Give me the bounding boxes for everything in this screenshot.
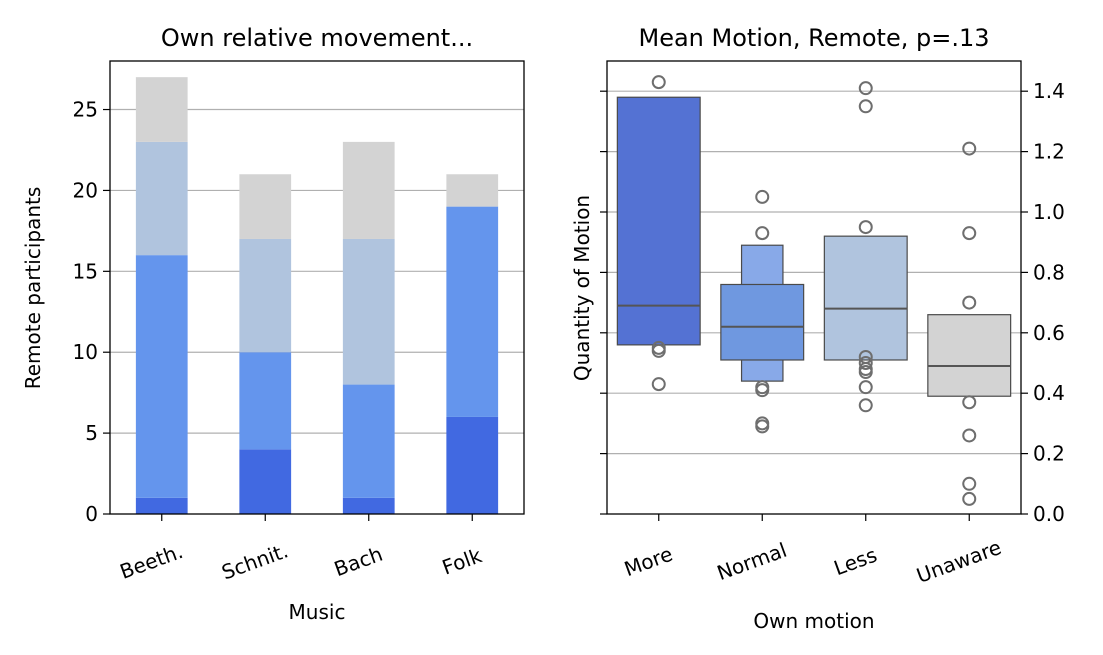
left-y-tick-label: 5	[85, 421, 98, 445]
left-y-tick-label: 0	[85, 502, 98, 526]
bar-segment	[342, 497, 395, 514]
outlier-point	[755, 383, 770, 398]
bar-segment	[239, 174, 292, 239]
bar-segment	[342, 141, 395, 239]
left-y-tick-label: 20	[73, 178, 98, 202]
left-x-ticks: Beeth. Schnit. Bach Folk	[117, 514, 485, 584]
right-boxes	[616, 75, 1012, 506]
left-y-tick-label: 25	[73, 98, 98, 122]
bar-segment	[135, 141, 188, 256]
left-bars	[135, 77, 499, 514]
left-x-axis-label: Music	[289, 600, 346, 624]
right-chart-title: Mean Motion, Remote, p=.13	[638, 24, 989, 52]
right-x-tick-label: Normal	[714, 538, 790, 585]
outlier-point	[755, 226, 770, 241]
right-plot-frame	[606, 60, 1022, 515]
right-y-axis-label: Quantity of Motion	[570, 195, 594, 381]
outlier-point	[651, 75, 666, 90]
right-x-tick-label: Unaware	[913, 535, 1004, 588]
left-y-ticks: 0 5 10 15 20 25	[73, 98, 110, 526]
outlier-point	[962, 476, 977, 491]
right-y-tick-label: 0.8	[1033, 260, 1065, 284]
left-x-tick-label: Folk	[439, 543, 485, 579]
bar-segment	[446, 416, 499, 514]
outlier-point	[962, 295, 977, 310]
bar-segment	[446, 206, 499, 417]
outlier-point	[858, 220, 873, 235]
bar-segment	[239, 449, 292, 514]
outlier-point	[858, 356, 873, 370]
boxen-level	[720, 283, 805, 361]
left-x-tick-label: Schnit.	[218, 538, 291, 584]
outlier-point	[858, 81, 873, 96]
right-y-ticks: 0.0 0.2 0.4 0.6 0.8 1.0 1.2 1.4	[600, 79, 1065, 526]
outlier-point	[755, 419, 770, 434]
outlier-point	[755, 189, 770, 204]
boxen-level	[927, 314, 1012, 397]
right-chart: Mean Motion, Remote, p=.13 0.00.20.40.60…	[570, 24, 1065, 633]
bar-segment	[135, 77, 188, 142]
right-x-tick-label: More	[621, 542, 676, 582]
right-y-tick-label: 0.4	[1033, 381, 1065, 405]
bar-segment	[342, 238, 395, 385]
outlier-point	[962, 491, 977, 506]
left-chart-title: Own relative movement...	[161, 24, 473, 52]
outlier-point	[962, 428, 977, 443]
outlier-point	[858, 99, 873, 114]
right-x-tick-label: Less	[831, 543, 880, 581]
bar-segment	[239, 238, 292, 353]
boxen-level	[823, 235, 908, 361]
left-chart: Own relative movement... 0 5 10 15 20 25 Beet…	[21, 24, 525, 624]
boxen-level	[616, 96, 701, 346]
outlier-point	[858, 398, 873, 413]
left-y-axis-label: Remote participants	[21, 187, 45, 390]
bar-segment	[135, 497, 188, 514]
right-y-tick-label: 1.4	[1033, 79, 1065, 103]
left-x-tick-label: Bach	[331, 542, 386, 582]
outlier-point	[962, 141, 977, 156]
bar-segment	[135, 255, 188, 498]
left-y-tick-label: 10	[73, 340, 98, 364]
left-x-tick-label: Beeth.	[117, 539, 186, 584]
bar-segment	[446, 174, 499, 207]
outlier-point	[858, 380, 873, 395]
right-y-tick-label: 0.0	[1033, 502, 1065, 526]
right-x-axis-label: Own motion	[753, 609, 874, 633]
right-y-tick-label: 1.2	[1033, 140, 1065, 164]
right-y-tick-label: 0.2	[1033, 442, 1065, 466]
outlier-point	[962, 395, 977, 410]
bar-segment	[239, 352, 292, 450]
outlier-point	[651, 340, 666, 355]
left-plot-frame	[109, 60, 525, 515]
outlier-point	[858, 365, 873, 380]
bar-segment	[342, 384, 395, 498]
right-y-tick-label: 0.6	[1033, 321, 1065, 345]
right-x-ticks: More Normal Less Unaware	[621, 514, 1004, 588]
outlier-point	[962, 226, 977, 241]
right-y-tick-label: 1.0	[1033, 200, 1065, 224]
outlier-point	[651, 377, 666, 392]
left-y-tick-label: 15	[73, 259, 98, 283]
